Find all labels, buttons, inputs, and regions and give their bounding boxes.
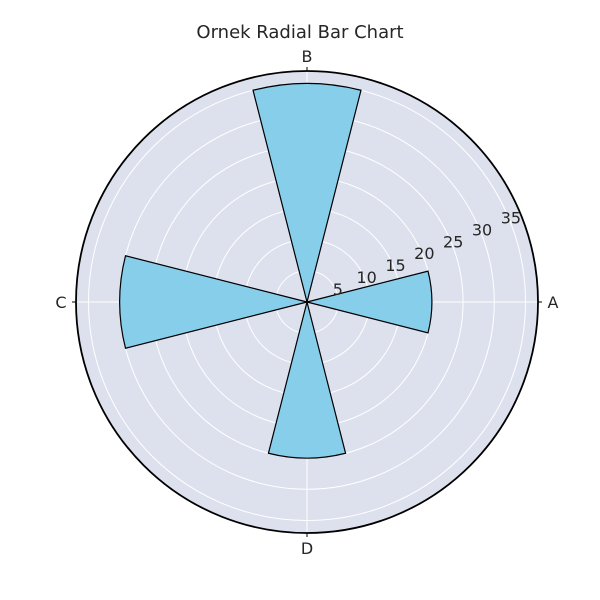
category-label-A: A xyxy=(548,293,559,312)
bar-D xyxy=(267,301,347,459)
category-label-B: B xyxy=(302,47,313,66)
r-tick-label-30: 30 xyxy=(472,220,492,239)
r-tick-label-5: 5 xyxy=(333,280,343,299)
category-labels: A B C D xyxy=(55,47,558,558)
r-tick-label-10: 10 xyxy=(357,268,377,287)
polar-frame xyxy=(72,67,542,537)
r-tick-label-35: 35 xyxy=(501,208,521,227)
bars xyxy=(119,82,433,459)
radial-tick-labels: 5 10 15 20 25 30 35 xyxy=(333,208,521,299)
chart-title: Ornek Radial Bar Chart xyxy=(196,22,404,43)
category-label-D: D xyxy=(301,539,313,558)
bar-C xyxy=(119,255,308,349)
r-tick-label-15: 15 xyxy=(385,256,405,275)
r-tick-label-20: 20 xyxy=(414,244,434,263)
r-tick-label-25: 25 xyxy=(443,232,463,251)
bar-B xyxy=(252,82,362,303)
category-label-C: C xyxy=(55,293,66,312)
bar-A xyxy=(306,270,433,334)
